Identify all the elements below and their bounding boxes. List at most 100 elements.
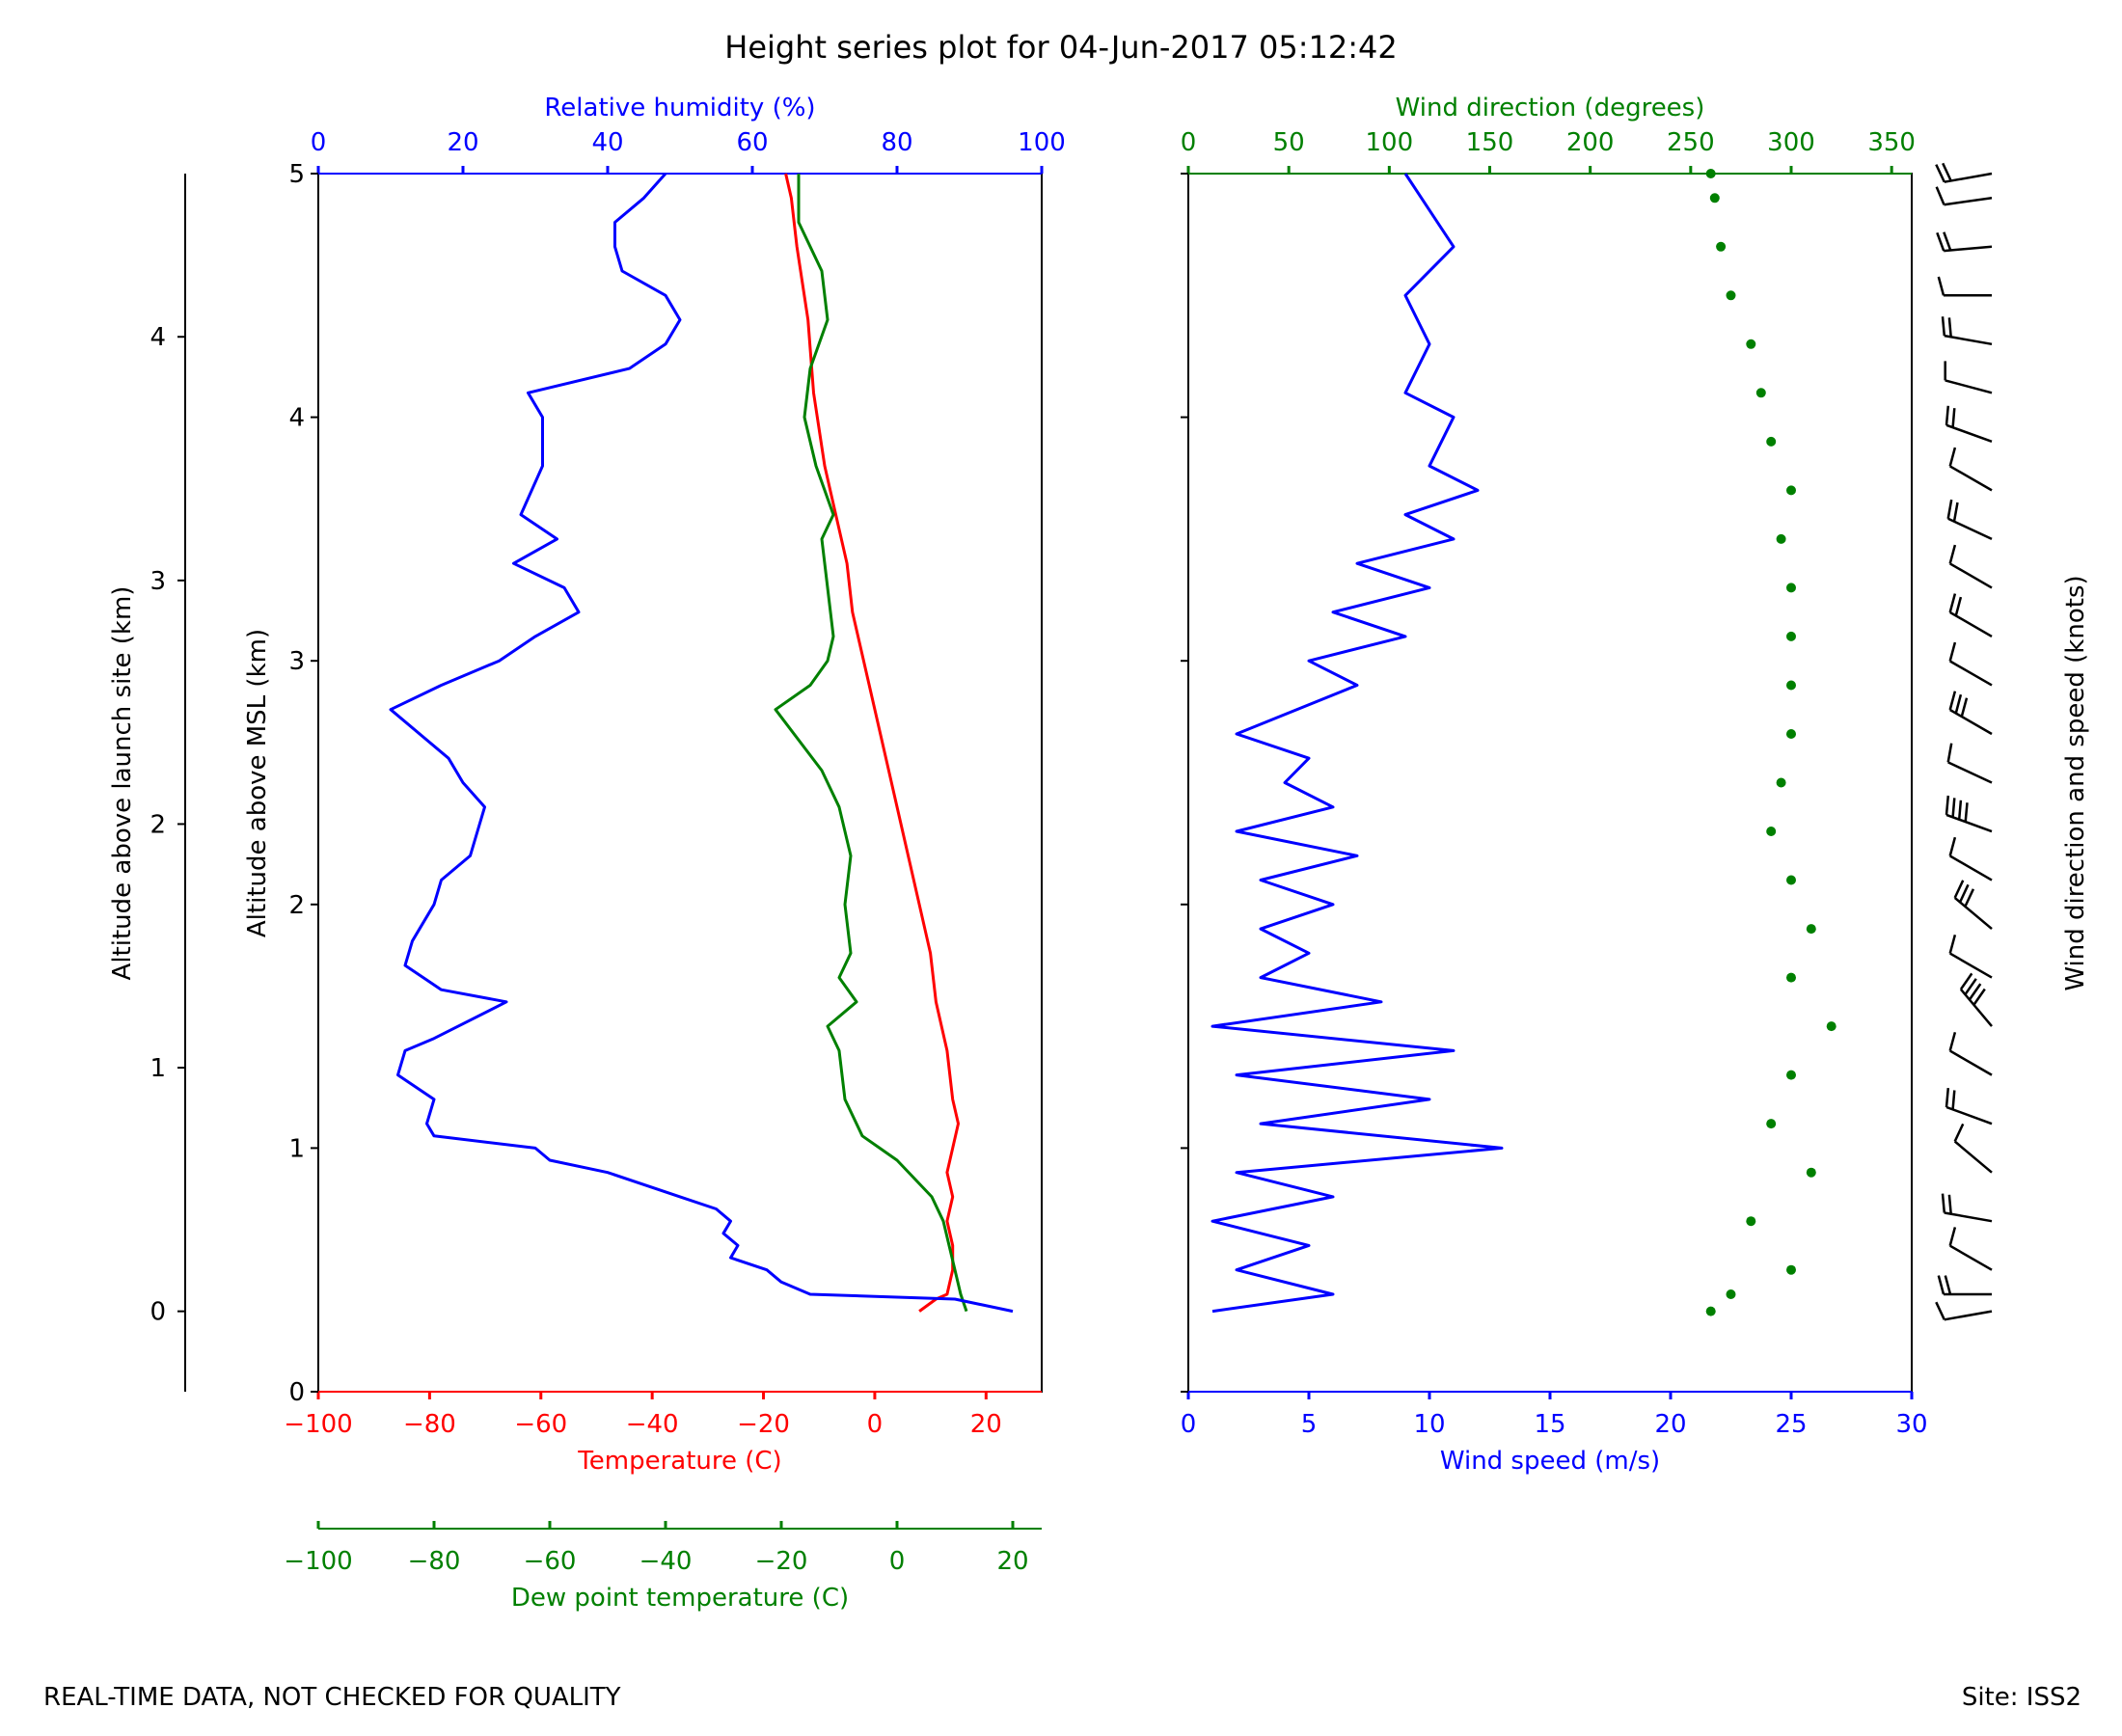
wind-barbs-group bbox=[1935, 162, 1993, 1321]
rh-tick-label-0: 0 bbox=[311, 128, 327, 157]
wind-barb-11-feather-0 bbox=[1945, 795, 1950, 816]
wind-direction-point-11 bbox=[1766, 827, 1777, 836]
wind-direction-point-0 bbox=[1705, 1306, 1716, 1316]
speed-tick-label-3: 15 bbox=[1534, 1410, 1565, 1439]
wind-direction-point-8 bbox=[1786, 972, 1796, 983]
wind-series-group bbox=[1211, 169, 1836, 1316]
wind-barb-4 bbox=[1953, 1140, 1993, 1174]
dewpoint-axis-label: Dew point temperature (C) bbox=[511, 1584, 849, 1613]
wind-barb-25-feather-0 bbox=[1935, 164, 1945, 183]
speed-tick-label-2: 10 bbox=[1413, 1410, 1445, 1439]
wind-barb-21-feather-0 bbox=[1941, 316, 1946, 337]
wind-speed-series-line bbox=[1211, 173, 1504, 1314]
dewpoint-series-line bbox=[774, 174, 968, 1313]
wind-barb-17-feather-0 bbox=[1946, 499, 1953, 520]
speed-tick-label-5: 25 bbox=[1775, 1410, 1807, 1439]
wind-barb-10-feather-0 bbox=[1948, 836, 1957, 856]
temperature-tick-label-0: −100 bbox=[284, 1410, 352, 1439]
speed-tick-label-1: 5 bbox=[1301, 1410, 1318, 1439]
wind-barb-0-feather-0 bbox=[1935, 1301, 1945, 1320]
rh-tick-label-1: 20 bbox=[447, 128, 478, 157]
wind-barb-3-feather-1 bbox=[1947, 1194, 1952, 1214]
wind-direction-point-1 bbox=[1726, 1289, 1736, 1299]
wind-barb-9-feather-2 bbox=[1964, 888, 1975, 908]
wind-barb-13-feather-1 bbox=[1954, 693, 1963, 714]
wind-barb-18 bbox=[1949, 465, 1993, 492]
wind-direction-point-25 bbox=[1705, 169, 1716, 178]
wind-barb-19 bbox=[1945, 423, 1993, 444]
wind-plot-frame bbox=[1187, 173, 1913, 1393]
wind-barb-7-feather-1 bbox=[1964, 978, 1977, 995]
wind-barb-7 bbox=[1959, 988, 1993, 1027]
speed-axis-label: Wind speed (m/s) bbox=[1440, 1447, 1660, 1476]
wind-direction-point-5 bbox=[1766, 1119, 1777, 1129]
wind-barb-25 bbox=[1944, 172, 1993, 183]
wind-barb-12 bbox=[1947, 761, 1993, 784]
thermo-plot-frame bbox=[317, 173, 1043, 1393]
wind-barb-10 bbox=[1949, 854, 1993, 882]
wind-barb-3-feather-0 bbox=[1941, 1193, 1946, 1213]
temperature-tick-label-3: −40 bbox=[626, 1410, 679, 1439]
wind-barb-8-feather-0 bbox=[1948, 934, 1957, 954]
dewpoint-tick-label-2: −60 bbox=[524, 1547, 577, 1576]
wind-barb-23-feather-1 bbox=[1943, 231, 1952, 251]
wind-direction-point-13 bbox=[1786, 729, 1796, 739]
wind-barb-7-feather-2 bbox=[1968, 983, 1982, 1001]
wind-direction-point-20 bbox=[1755, 388, 1766, 398]
wind-barb-21 bbox=[1944, 334, 1993, 346]
wind-barb-13-feather-2 bbox=[1960, 697, 1969, 718]
chart-title: Height series plot for 04-Jun-2017 05:12… bbox=[724, 29, 1397, 66]
footer-disclaimer: REAL-TIME DATA, NOT CHECKED FOR QUALITY bbox=[43, 1683, 621, 1712]
wind-barb-21-feather-1 bbox=[1947, 317, 1952, 338]
wind-direction-point-7 bbox=[1826, 1021, 1836, 1032]
wind-direction-point-22 bbox=[1726, 290, 1736, 301]
rh-tick-label-2: 40 bbox=[591, 128, 623, 157]
temperature-tick-label-4: −20 bbox=[737, 1410, 790, 1439]
launch-tick-label-4: 4 bbox=[150, 323, 166, 352]
wind-barb-9-feather-0 bbox=[1953, 880, 1965, 899]
wind-direction-point-19 bbox=[1766, 436, 1777, 447]
rh-series-line bbox=[389, 173, 1014, 1314]
launch-tick-label-0: 0 bbox=[150, 1298, 166, 1327]
wind-direction-point-3 bbox=[1746, 1216, 1756, 1227]
wind-direction-point-10 bbox=[1786, 875, 1796, 885]
wind-direction-point-16 bbox=[1786, 583, 1796, 593]
wind-barb-4-feather-0 bbox=[1953, 1123, 1965, 1143]
wind-barb-6-feather-0 bbox=[1948, 1031, 1957, 1051]
direction-axis-label: Wind direction (degrees) bbox=[1396, 94, 1705, 122]
wind-panel: Wind direction (degrees) Wind speed (m/s… bbox=[1181, 94, 2090, 1476]
thermo-tick-group: 0 20 40 60 80 100−100 −80 −60 −40 −20 0 20−100 −80 −6… bbox=[150, 128, 1065, 1576]
wind-barb-18-feather-0 bbox=[1948, 447, 1957, 467]
direction-tick-label-4: 200 bbox=[1566, 128, 1615, 157]
rh-axis-label: Relative humidity (%) bbox=[544, 94, 815, 122]
speed-tick-label-6: 30 bbox=[1895, 1410, 1927, 1439]
wind-barb-17-feather-1 bbox=[1952, 502, 1959, 522]
wind-barb-11-feather-2 bbox=[1957, 800, 1963, 820]
wind-barb-17 bbox=[1947, 517, 1993, 541]
direction-tick-label-1: 50 bbox=[1273, 128, 1305, 157]
rh-tick-label-3: 60 bbox=[736, 128, 768, 157]
wind-barb-14 bbox=[1949, 660, 1993, 687]
msl-tick-label-2: 2 bbox=[288, 891, 305, 920]
dewpoint-tick-label-6: 20 bbox=[996, 1547, 1028, 1576]
direction-tick-label-3: 150 bbox=[1466, 128, 1514, 157]
wind-barb-22-feather-0 bbox=[1937, 276, 1945, 296]
wind-direction-point-9 bbox=[1806, 924, 1816, 935]
footer-site: Site: ISS2 bbox=[1962, 1683, 2081, 1712]
msl-altitude-axis-label: Altitude above MSL (km) bbox=[243, 629, 272, 937]
wind-barb-23 bbox=[1944, 245, 1993, 253]
wind-tick-group: 0 50 100 150 200 250 300 350 0 5 10 15 20 25 30 bbox=[1181, 128, 1928, 1439]
direction-tick-label-2: 100 bbox=[1366, 128, 1414, 157]
dewpoint-tick-label-0: −100 bbox=[284, 1547, 352, 1576]
temperature-tick-label-6: 20 bbox=[970, 1410, 1002, 1439]
temperature-axis-label: Temperature (C) bbox=[577, 1447, 781, 1476]
wind-direction-point-21 bbox=[1746, 339, 1756, 349]
wind-barb-5-feather-0 bbox=[1945, 1087, 1950, 1108]
wind-barb-2-feather-0 bbox=[1948, 1227, 1957, 1247]
wind-direction-point-14 bbox=[1786, 680, 1796, 691]
wind-barb-2 bbox=[1949, 1244, 1993, 1271]
wind-direction-point-24 bbox=[1709, 193, 1720, 203]
wind-barb-11-feather-3 bbox=[1964, 802, 1969, 823]
wind-barb-24 bbox=[1944, 197, 1993, 206]
